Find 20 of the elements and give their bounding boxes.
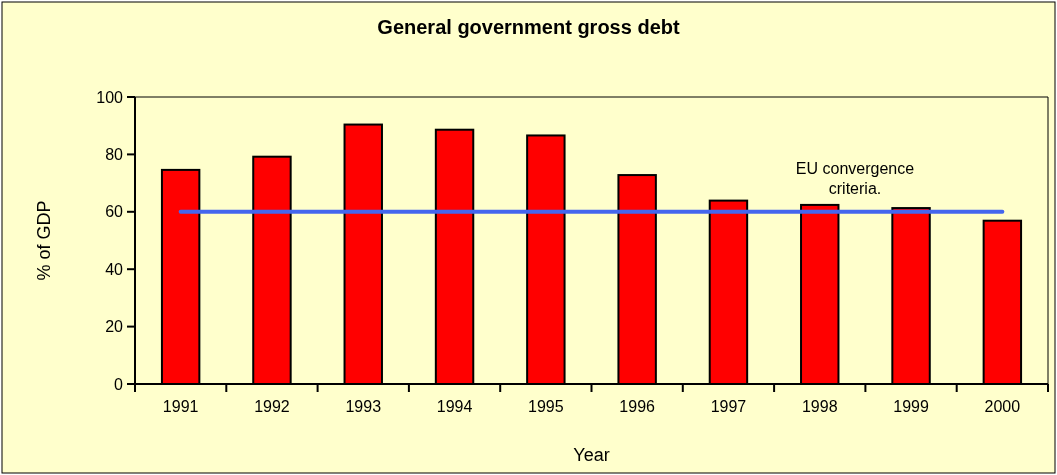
y-tick-label: 60: [105, 203, 124, 221]
x-tick-label: 1992: [254, 398, 290, 415]
x-tick-label: 1999: [893, 398, 929, 415]
y-axis-title: % of GDP: [34, 200, 54, 281]
x-tick-label: 1991: [162, 398, 199, 415]
x-tick-label: 1998: [801, 398, 838, 415]
y-tick-label: 100: [96, 88, 124, 106]
x-tick-label: 1993: [345, 398, 382, 415]
x-tick-label: 1994: [436, 398, 473, 415]
chart-title: General government gross debt: [377, 16, 680, 38]
y-tick-label: 80: [105, 146, 124, 163]
y-tick-label: 40: [105, 260, 124, 278]
y-tick-label: 0: [114, 375, 124, 393]
y-tick-label: 20: [105, 318, 124, 336]
x-tick-label: 1995: [528, 398, 564, 415]
x-tick-label: 1996: [619, 398, 656, 415]
x-axis-title: Year: [573, 445, 610, 465]
x-tick-label: 2000: [984, 398, 1021, 415]
x-tick-label: 1997: [710, 398, 747, 415]
ref-line-label: EU convergence criteria.: [795, 159, 915, 197]
